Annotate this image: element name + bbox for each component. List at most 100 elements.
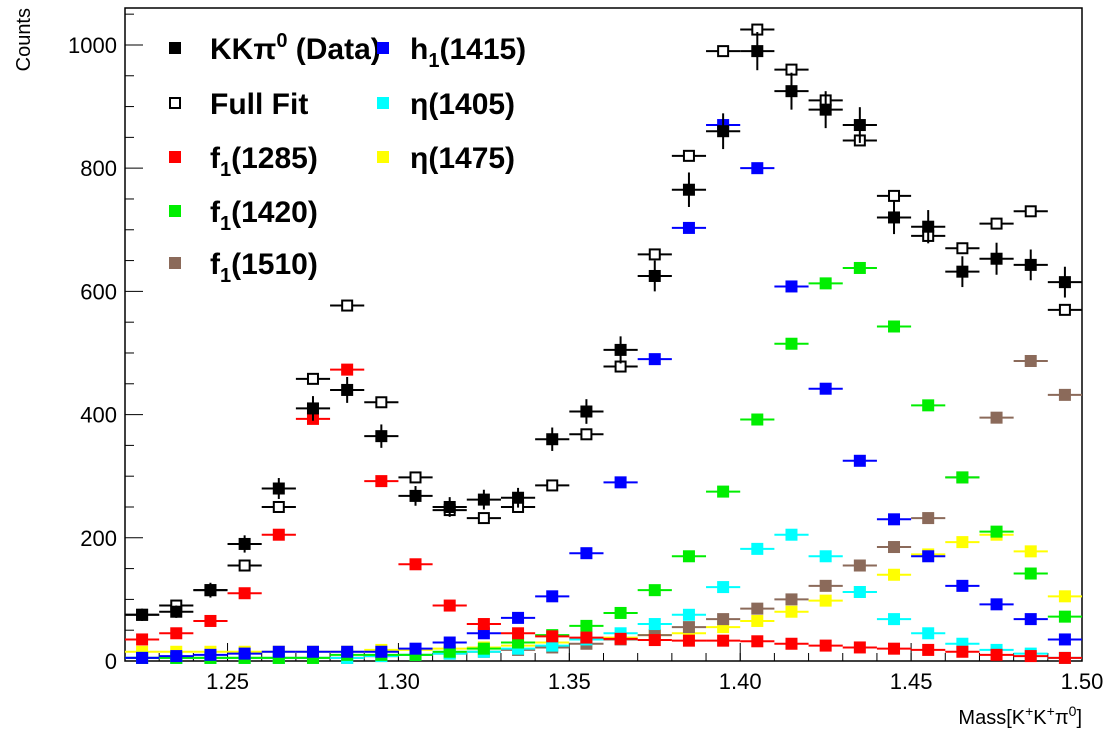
data-point [990,598,1003,611]
data-point [580,619,593,632]
y-tick-label: 200 [80,526,117,551]
data-point [306,645,319,658]
data-point [853,454,866,467]
data-point [751,45,764,58]
data-point [682,634,695,647]
data-point [717,45,730,58]
data-point [204,614,217,627]
legend-marker [169,97,181,109]
x-tick-label: 1.30 [377,669,420,694]
data-point [990,252,1003,265]
data-point [341,299,354,312]
data-point [819,594,832,607]
data-point [614,606,627,619]
data-marks [125,23,1082,664]
data-point [956,645,969,658]
data-point [682,621,695,634]
data-point [853,641,866,654]
data-point [819,550,832,563]
data-point [785,605,798,618]
data-point [546,479,559,492]
data-point [512,491,525,504]
data-point [785,280,798,293]
data-point [888,613,901,626]
data-point [956,579,969,592]
data-point [477,627,490,640]
data-point [819,639,832,652]
data-point [682,550,695,563]
data-point [1024,258,1037,271]
data-point [409,471,422,484]
data-point [990,217,1003,230]
y-tick-label: 0 [105,649,117,674]
data-point [888,320,901,333]
data-point [717,485,730,498]
legend-marker [377,151,389,163]
legend-marker [169,42,181,54]
data-point [853,261,866,274]
data-point [409,558,422,571]
data-point [956,471,969,484]
legend-marker [169,257,181,269]
data-point [682,608,695,621]
data-point [580,631,593,644]
data-point [1058,388,1071,401]
data-point [751,413,764,426]
data-point [819,382,832,395]
data-point [512,611,525,624]
legend-label: KKπ0 (Data) [210,30,381,66]
data-point [853,559,866,572]
x-tick-label: 1.35 [548,669,591,694]
data-point [546,590,559,603]
data-point [1024,650,1037,663]
data-point [136,651,149,664]
data-point [888,568,901,581]
data-point [238,647,251,660]
legend-label: f1(1510) [210,248,318,287]
data-point [614,343,627,356]
x-tick-label: 1.50 [1061,669,1104,694]
data-point [648,269,661,282]
data-point [272,482,285,495]
data-point [888,541,901,554]
data-point [956,536,969,549]
x-axis-title: Mass[K+K+π0] [958,703,1082,729]
data-point [580,428,593,441]
data-point [443,500,456,513]
y-axis-title: Counts [13,8,35,71]
data-point [956,265,969,278]
data-point [888,189,901,202]
data-point [375,645,388,658]
data-point [204,648,217,661]
data-point [888,513,901,526]
data-point [648,634,661,647]
data-point [717,634,730,647]
data-point [888,642,901,655]
data-point [648,584,661,597]
data-point [477,512,490,525]
data-point [170,650,183,663]
data-point [204,584,217,597]
data-point [1024,354,1037,367]
data-point [922,643,935,656]
data-point [1058,651,1071,664]
legend-label: h1(1415) [410,33,526,72]
data-point [717,613,730,626]
data-point [785,528,798,541]
data-point [443,599,456,612]
legend-marker [377,97,389,109]
legend-label: f1(1420) [210,196,318,235]
data-point [272,528,285,541]
data-point [717,125,730,138]
y-tick-label: 400 [80,403,117,428]
data-point [1058,610,1071,623]
data-point [785,637,798,650]
legend-marker [377,42,389,54]
series-2 [125,363,1082,664]
data-point [272,500,285,513]
data-point [477,642,490,655]
data-point [648,618,661,631]
data-point [375,430,388,443]
data-point [409,642,422,655]
data-point [1024,545,1037,558]
